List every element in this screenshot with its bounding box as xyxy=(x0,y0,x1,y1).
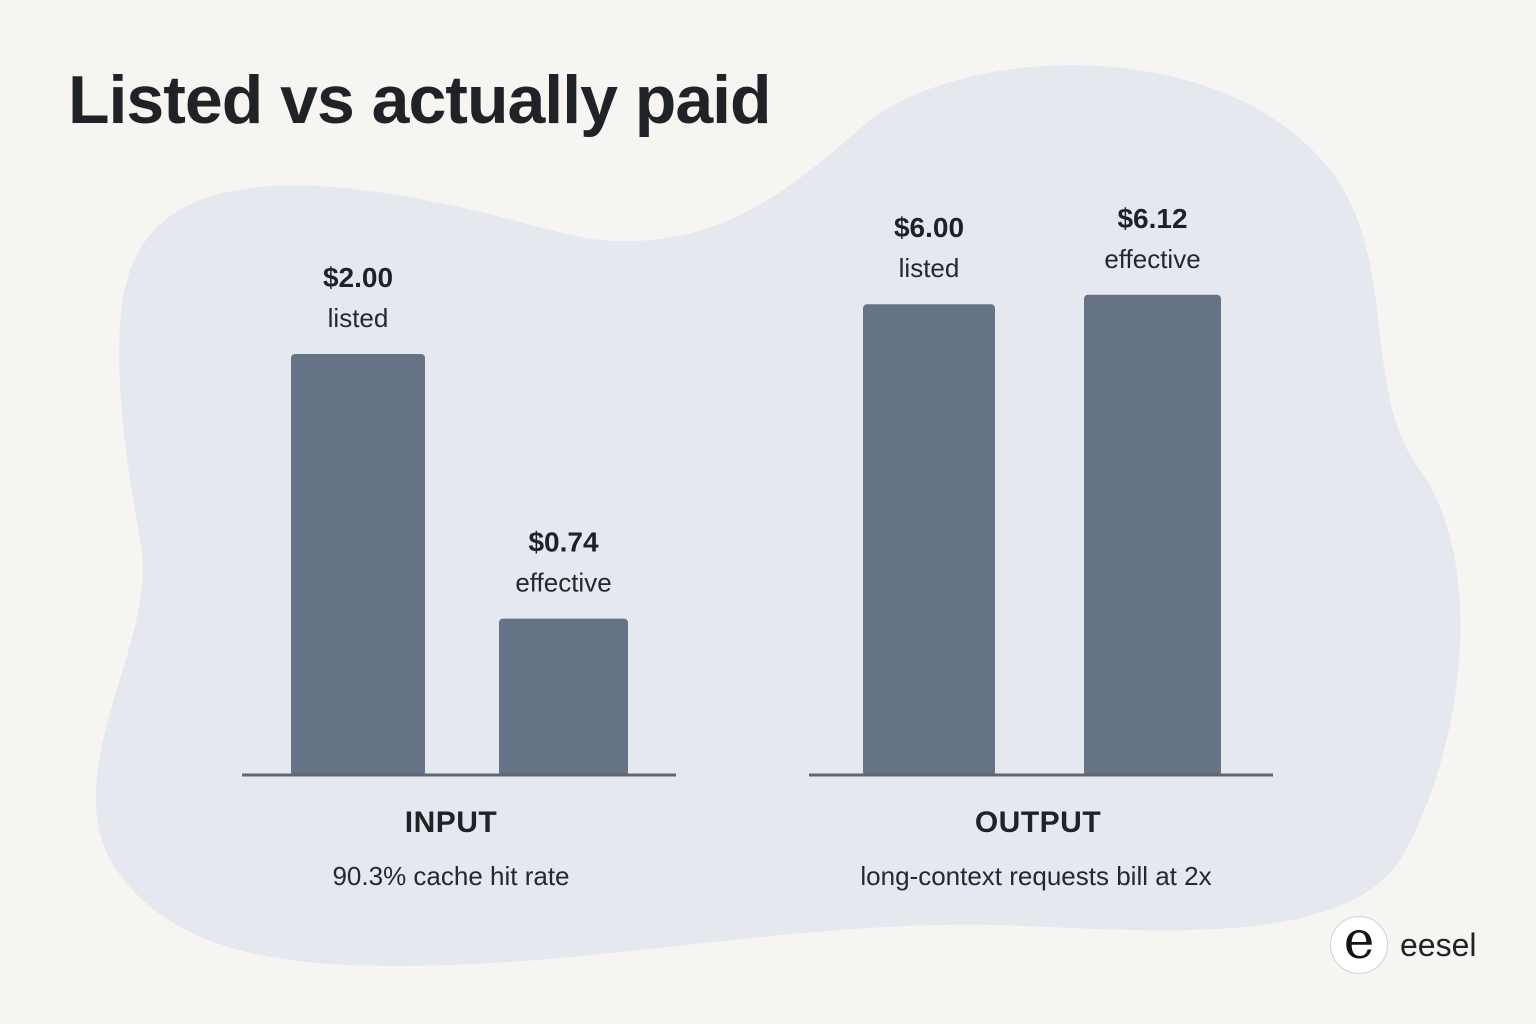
value-label-output-listed: $6.00 xyxy=(894,212,964,243)
sublabel-input-effective: effective xyxy=(515,568,611,598)
logo-mark-icon: e xyxy=(1330,915,1388,974)
output-group-note: long-context requests bill at 2x xyxy=(860,861,1212,891)
chart-title: Listed vs actually paid xyxy=(68,62,772,138)
output-group-label: OUTPUT xyxy=(974,806,1102,839)
bar-input-listed xyxy=(291,354,425,776)
input-group-label: INPUT xyxy=(404,806,498,839)
value-label-output-effective: $6.12 xyxy=(1117,203,1187,234)
input-group-note: 90.3% cache hit rate xyxy=(332,861,570,891)
sublabel-input-listed: listed xyxy=(328,303,389,333)
value-label-input-listed: $2.00 xyxy=(323,262,393,293)
sublabel-output-listed: listed xyxy=(899,253,960,283)
logo-text: eesel xyxy=(1400,926,1477,963)
bar-output-listed xyxy=(863,304,995,776)
bar-output-effective xyxy=(1084,294,1221,776)
sublabel-output-effective: effective xyxy=(1104,244,1200,274)
bar-input-effective xyxy=(499,618,628,776)
eesel-logo: e eesel xyxy=(1330,915,1477,974)
value-label-input-effective: $0.74 xyxy=(528,527,598,558)
